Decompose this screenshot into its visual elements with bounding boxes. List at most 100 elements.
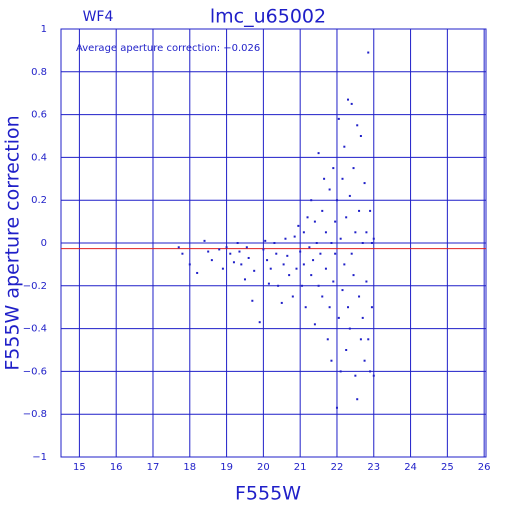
point	[218, 248, 221, 251]
x-tick-label: 17	[147, 462, 160, 473]
point	[238, 250, 241, 253]
y-tick-label: −0.4	[23, 324, 47, 335]
point	[315, 242, 318, 244]
point	[372, 237, 375, 240]
point	[365, 231, 368, 234]
point	[308, 246, 311, 249]
point	[359, 135, 362, 137]
point	[372, 374, 375, 377]
point	[330, 359, 333, 362]
x-tick-label: 16	[110, 462, 123, 473]
point	[312, 259, 315, 262]
point	[297, 224, 300, 227]
point	[350, 102, 353, 105]
point	[359, 338, 362, 341]
point	[288, 274, 291, 277]
point	[356, 398, 359, 401]
point	[345, 349, 348, 351]
point	[181, 252, 184, 255]
point	[225, 246, 228, 249]
point	[310, 199, 313, 202]
y-tick-label: 0.4	[31, 152, 47, 163]
point	[302, 231, 305, 234]
y-tick-label: 0.8	[31, 67, 47, 78]
point	[356, 124, 359, 127]
point	[352, 167, 355, 170]
point	[347, 306, 350, 309]
point	[365, 280, 368, 283]
point	[302, 263, 305, 266]
point	[367, 338, 370, 341]
point	[236, 242, 239, 244]
point	[275, 252, 278, 255]
point	[370, 242, 373, 244]
point	[334, 220, 337, 223]
point	[245, 246, 248, 249]
y-tick-label: 0.6	[31, 110, 47, 121]
point	[319, 252, 322, 255]
chart-subtitle: WF4	[83, 9, 114, 25]
point	[328, 306, 331, 309]
y-tick-label: −0.8	[23, 409, 47, 420]
point	[358, 209, 361, 212]
y-tick-label: 0.2	[31, 195, 47, 206]
point	[348, 194, 351, 197]
point	[321, 295, 324, 298]
y-tick-label: −0.2	[23, 281, 47, 292]
point	[324, 267, 327, 270]
point	[334, 252, 337, 255]
point	[317, 284, 320, 287]
x-tick-label: 24	[404, 462, 417, 473]
point	[304, 306, 307, 309]
point	[348, 327, 351, 330]
point	[343, 145, 346, 148]
point	[321, 209, 324, 212]
point	[367, 51, 370, 54]
x-tick-label: 19	[220, 462, 233, 473]
point	[350, 252, 353, 255]
point	[266, 259, 269, 262]
point	[301, 284, 304, 287]
point	[269, 267, 272, 270]
point	[317, 152, 320, 155]
point	[339, 237, 342, 240]
point	[188, 263, 191, 266]
point	[203, 239, 206, 242]
point	[345, 216, 348, 219]
point	[358, 295, 361, 298]
point	[328, 188, 331, 191]
point	[243, 278, 246, 281]
point	[369, 209, 372, 212]
x-axis-label: F555W	[235, 483, 301, 505]
point	[363, 359, 366, 362]
point	[277, 284, 280, 287]
point	[354, 231, 357, 234]
point	[284, 237, 287, 240]
y-tick-label: 1	[41, 24, 47, 35]
x-tick-label: 22	[331, 462, 344, 473]
point	[264, 239, 267, 242]
point	[240, 263, 243, 266]
point	[363, 182, 366, 185]
annotation: Average aperture correction: −0.026	[76, 43, 260, 54]
point	[221, 267, 224, 270]
point	[267, 282, 270, 285]
point	[196, 271, 199, 274]
chart-title: lmc_u65002	[210, 6, 326, 28]
point	[337, 117, 340, 120]
point	[341, 289, 344, 292]
point	[332, 280, 335, 283]
x-tick-label: 25	[441, 462, 454, 473]
point	[262, 248, 265, 251]
point	[229, 252, 232, 255]
x-tick-label: 18	[183, 462, 196, 473]
y-tick-label: −1	[32, 452, 47, 463]
point	[354, 374, 357, 377]
point	[313, 323, 316, 326]
point	[232, 261, 235, 264]
point	[326, 338, 329, 341]
point	[286, 254, 289, 257]
point	[352, 274, 355, 277]
point	[280, 301, 283, 304]
